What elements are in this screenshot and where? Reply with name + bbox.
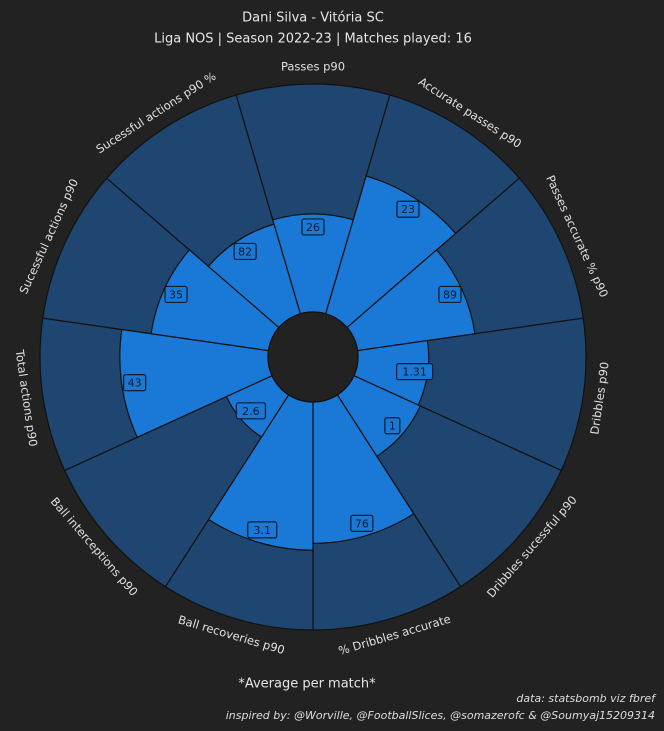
value-label: 2.6 [242,405,260,418]
value-label: 82 [238,245,252,258]
value-label-box [384,417,401,435]
value-label: 1 [389,420,396,433]
value-label-box [396,200,420,218]
chart-title: Dani Silva - Vitória SC [242,11,384,26]
value-label-box [396,363,434,381]
value-label-box [438,285,462,304]
value-label: 23 [401,203,415,216]
value-label-box [233,242,257,261]
value-label: 1.31 [402,366,427,379]
category-label: Passes p90 [281,60,345,74]
value-label-box [123,374,147,392]
value-label: 35 [169,288,183,301]
value-label: 43 [128,377,142,390]
value-label-box [247,521,278,539]
value-label: 3.1 [253,524,271,537]
credit: inspired by: @Worville, @FootballSlices,… [226,709,655,722]
value-label: 76 [355,517,369,530]
footnote: *Average per match* [238,677,376,692]
value-label: 89 [443,288,457,301]
value-label-box [301,218,325,236]
chart-subtitle: Liga NOS | Season 2022-23 | Matches play… [154,32,472,47]
credit: data: statsbomb viz fbref [516,692,657,705]
value-label-box [235,402,267,420]
center-hole [267,311,359,403]
value-label: 26 [306,221,320,234]
value-label-box [350,514,374,532]
value-label-box [164,285,188,304]
